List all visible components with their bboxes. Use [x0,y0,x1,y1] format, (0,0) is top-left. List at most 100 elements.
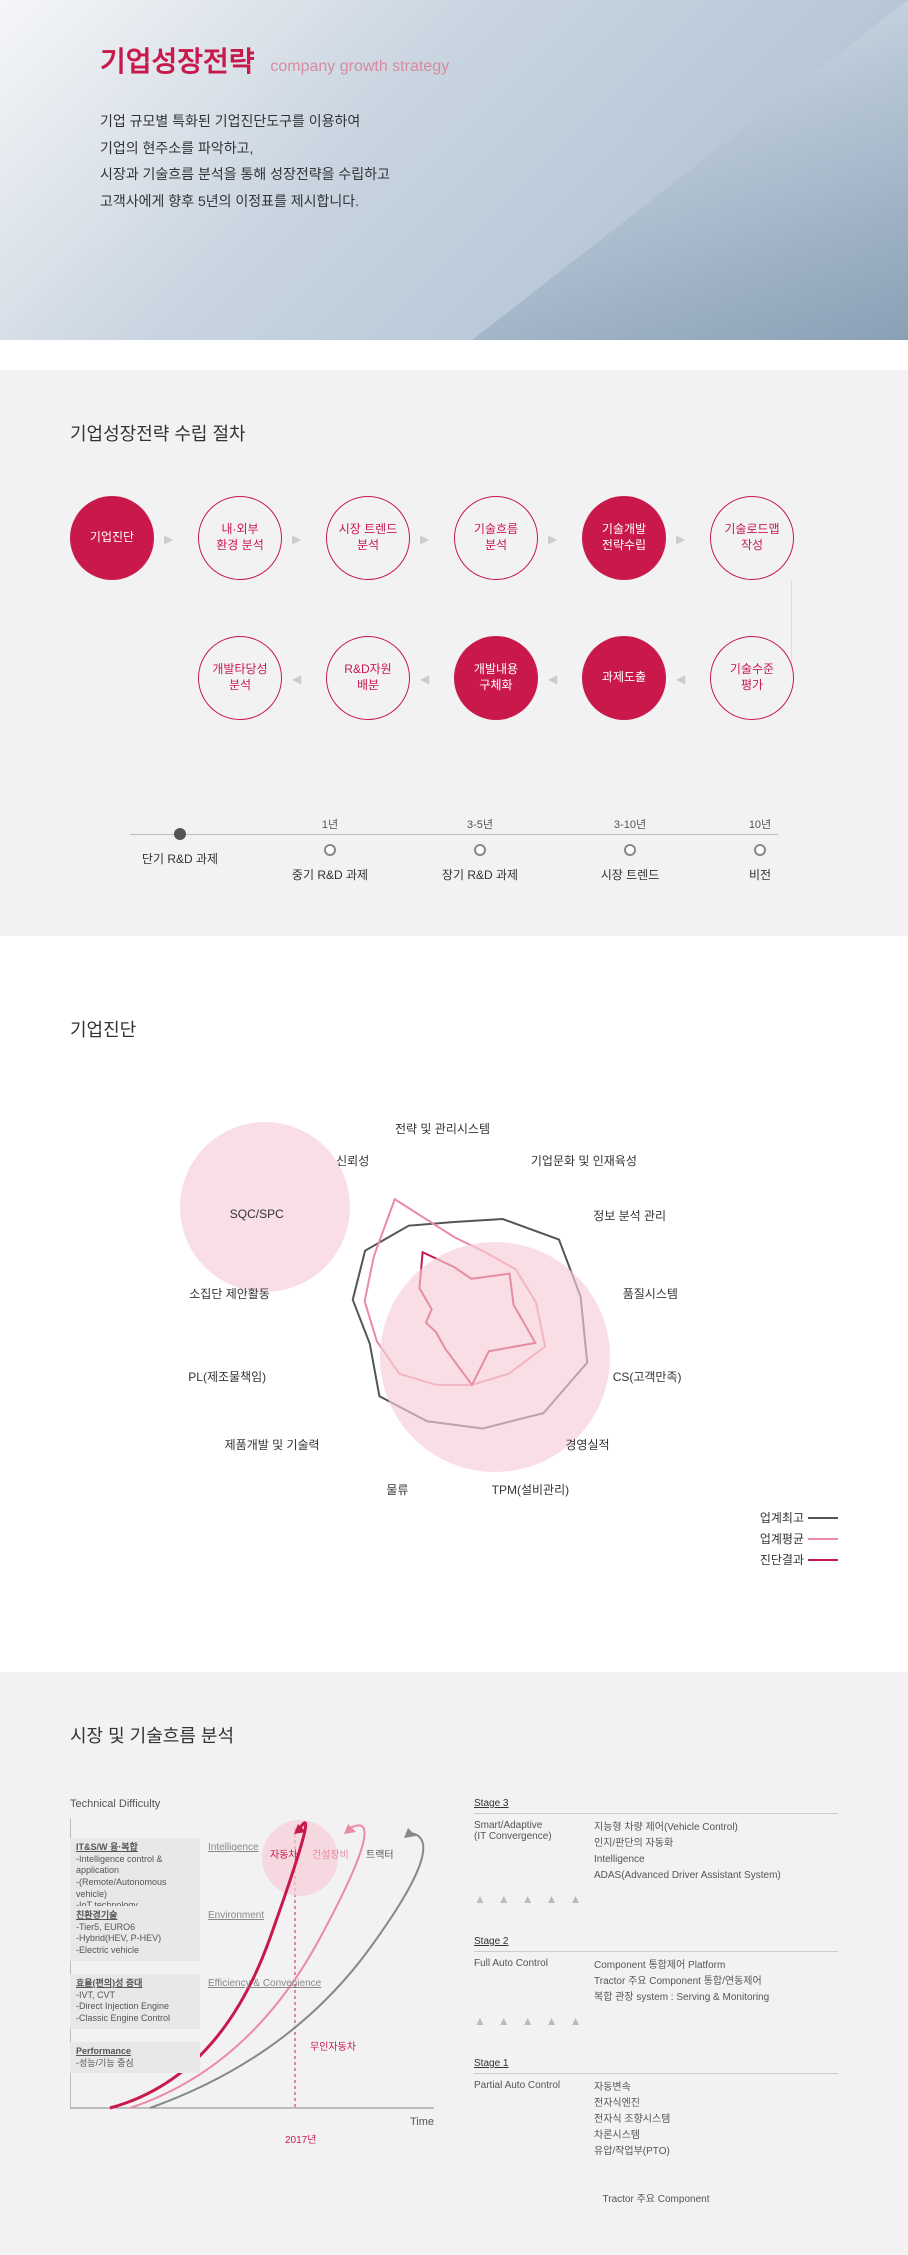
curve-label: 자동차 [270,1846,298,1861]
process-flow: 기업진단 ▶ 내·외부환경 분석 ▶ 시장 트렌드분석 ▶ 기술흐름분석 ▶ 기술개발전략수립 ▶… [70,496,838,756]
arrow-icon: ◀ [676,672,685,686]
legend-item: 업계최고 [760,1509,838,1526]
timeline-label: 장기 R&D 과제 [430,866,530,883]
stage-body: Smart/Adaptive(IT Convergence) 지능형 차량 제어… [474,1820,838,1884]
process-node: 개발타당성분석 [198,636,282,720]
up-arrow-icon: ▲ [570,1892,582,1906]
stage-arrows: ▲ ▲ ▲ ▲ ▲ [474,1892,838,1906]
timeline-dot [624,844,636,856]
tech-category-box: 친환경기술-Tier5, EURO6-Hybrid(HEV, P-HEV)-El… [70,1906,200,1961]
hero-desc-line: 시장과 기술흐름 분석을 통해 성장전략을 수립하고 [100,161,868,188]
up-arrow-icon: ▲ [522,1892,534,1906]
stage-header: Stage 3 [474,1798,838,1814]
radar-axis-label: 경영실적 [565,1436,609,1453]
radar-axis-label: SQC/SPC [230,1207,284,1221]
up-arrow-icon: ▲ [498,1892,510,1906]
timeline-year: 3-10년 [580,816,680,832]
tech-category-box: Performance-성능/기능 중심 [70,2042,200,2073]
x-axis-label: Time [410,2116,434,2128]
timeline-point: 단기 R&D 과제 [130,816,230,867]
hero-description: 기업 규모별 특화된 기업진단도구를 이용하여기업의 현주소를 파악하고,시장과… [100,108,868,214]
timeline-dot [324,844,336,856]
curve-label: 건설장비 [312,1846,349,1861]
stage-arrows: ▲ ▲ ▲ ▲ ▲ [474,2014,838,2028]
timeline-label: 비전 [710,866,810,883]
timeline-year: 3-5년 [430,816,530,832]
market-left-chart: Technical Difficulty Time 2017년 IT&S/W 융… [70,1798,434,2138]
hero-desc-line: 고객사에게 향후 5년의 이정표를 제시합니다. [100,188,868,215]
timeline-point: 3-10년 시장 트렌드 [580,816,680,883]
stage-block: Stage 1 Partial Auto Control 자동변속전자식엔진전자… [474,2058,838,2160]
stage-footer: Tractor 주요 Component [474,2190,838,2205]
arrow-icon: ▶ [164,532,173,546]
radar-axis-label: 물류 [386,1481,408,1498]
up-arrow-icon: ▲ [546,2014,558,2028]
up-arrow-icon: ▲ [522,2014,534,2028]
up-arrow-icon: ▲ [546,1892,558,1906]
hero-desc-line: 기업 규모별 특화된 기업진단도구를 이용하여 [100,108,868,135]
stage-body: Partial Auto Control 자동변속전자식엔진전자식 조향시스템차… [474,2080,838,2160]
timeline-dot [754,844,766,856]
timeline-label: 단기 R&D 과제 [130,850,230,867]
hero-title: 기업성장전략 company growth strategy [100,40,449,80]
process-node: 기술개발전략수립 [582,496,666,580]
process-section: 기업성장전략 수립 절차 기업진단 ▶ 내·외부환경 분석 ▶ 시장 트렌드분석 ▶ 기술흐… [0,370,908,936]
process-node: 과제도출 [582,636,666,720]
radar-section: 기업진단 업계최고업계평균진단결과 전략 및 관리시스템기업문화 및 인재육성정… [0,966,908,1642]
arrow-icon: ◀ [292,672,301,686]
radar-axis-label: 소집단 제안활동 [189,1285,270,1302]
tech-category-label: Environment [208,1910,264,1921]
process-node: 기술수준평가 [710,636,794,720]
radar-axis-label: CS(고객만족) [613,1368,682,1385]
hero-subtitle: company growth strategy [270,58,449,75]
radar-heading: 기업진단 [70,1016,838,1042]
radar-axis-label: 제품개발 및 기술력 [225,1436,320,1453]
process-node: 내·외부환경 분석 [198,496,282,580]
tech-category-label: Efficiency & Convenience [208,1978,321,1989]
process-node: 시장 트렌드분석 [326,496,410,580]
radar-axis-label: PL(제조물책임) [188,1368,266,1385]
timeline: 단기 R&D 과제 1년 중기 R&D 과제 3-5년 장기 R&D 과제 3-10년… [70,816,838,886]
process-node: 기업진단 [70,496,154,580]
arrow-icon: ▶ [292,532,301,546]
up-arrow-icon: ▲ [474,1892,486,1906]
arrow-icon: ▶ [676,532,685,546]
process-node: 기술로드맵작성 [710,496,794,580]
timeline-point: 3-5년 장기 R&D 과제 [430,816,530,883]
up-arrow-icon: ▲ [474,2014,486,2028]
arrow-icon: ▶ [420,532,429,546]
hero-title-text: 기업성장전략 [100,46,255,77]
timeline-year: 10년 [710,816,810,832]
curve-label: 트랙터 [366,1846,394,1861]
market-heading: 시장 및 기술흐름 분석 [70,1722,838,1748]
radar-axis-label: TPM(설비관리) [492,1481,569,1498]
stage-body: Full Auto Control Component 통합제어 Platfor… [474,1958,838,2006]
process-node: 개발내용구체화 [454,636,538,720]
radar-axis-label: 정보 분석 관리 [593,1207,666,1224]
hero-desc-line: 기업의 현주소를 파악하고, [100,135,868,162]
timeline-label: 중기 R&D 과제 [280,866,380,883]
up-arrow-icon: ▲ [570,2014,582,2028]
tech-category-label: Intelligence [208,1842,259,1853]
timeline-label: 시장 트렌드 [580,866,680,883]
process-node: R&D자원배분 [326,636,410,720]
tech-category-box: IT&S/W 융·복합-Intelligence control & appli… [70,1838,200,1916]
stage-block: Stage 2 Full Auto Control Component 통합제어… [474,1936,838,2028]
radar-axis-label: 기업문화 및 인재육성 [531,1152,637,1169]
timeline-point: 10년 비전 [710,816,810,883]
up-arrow-icon: ▲ [498,2014,510,2028]
process-heading: 기업성장전략 수립 절차 [70,420,838,446]
process-node: 기술흐름분석 [454,496,538,580]
timeline-year: 1년 [280,816,380,832]
market-stages: Stage 3 Smart/Adaptive(IT Convergence) 지… [474,1798,838,2205]
arrow-icon: ◀ [548,672,557,686]
legend-item: 진단결과 [760,1551,838,1568]
radar-axis-label: 전략 및 관리시스템 [395,1120,490,1137]
arrow-icon: ▶ [548,532,557,546]
radar-axis-label: 신뢰성 [336,1152,369,1169]
hero-banner: 기업성장전략 company growth strategy 기업 규모별 특화… [0,0,908,340]
tech-category-box: 효율(편의)성 증대-IVT, CVT-Direct Injection Eng… [70,1974,200,2029]
timeline-point: 1년 중기 R&D 과제 [280,816,380,883]
radar-axis-label: 품질시스템 [623,1285,678,1302]
radar-chart: 업계최고업계평균진단결과 전략 및 관리시스템기업문화 및 인재육성정보 분석 … [70,1092,838,1592]
